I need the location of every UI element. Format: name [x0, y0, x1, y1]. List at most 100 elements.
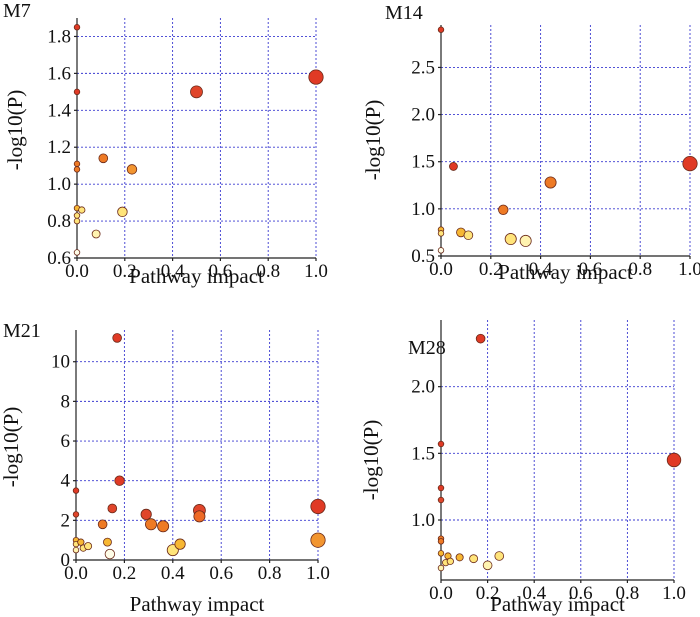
- data-point: [666, 452, 682, 468]
- x-tick-label: 0.4: [529, 259, 553, 280]
- y-axis-label: -log10(P): [3, 90, 27, 171]
- y-tick-label: 1.0: [411, 199, 435, 220]
- y-tick-label: 0.6: [47, 248, 71, 269]
- y-tick-label: 1.0: [47, 174, 71, 195]
- panel-title: M14: [385, 2, 423, 24]
- data-point: [463, 230, 474, 241]
- y-tick-label: 1.8: [47, 26, 71, 47]
- data-point: [494, 551, 505, 561]
- panel-m7: 0.0 0.2 0.4 0.6 0.8 1.0 0.6 0.8 1.0 1.2 1.4 1.6 1.8 M…: [3, 0, 328, 288]
- data-point: [145, 518, 158, 531]
- y-tick-label: 6: [61, 431, 71, 452]
- data-point: [73, 160, 81, 168]
- y-tick-label: 2.0: [411, 105, 435, 126]
- data-point: [73, 166, 81, 173]
- data-point: [308, 69, 324, 85]
- data-point: [78, 206, 86, 214]
- x-tick-label: 0.8: [258, 563, 282, 584]
- data-point: [107, 503, 118, 514]
- data-point: [104, 548, 116, 560]
- data-point: [73, 88, 81, 96]
- panel-m28: 0.0 0.2 0.4 0.6 0.8 1.0 1.0 1.5 2.0 M28 Pathway im…: [359, 320, 686, 616]
- y-tick-label: 2: [61, 510, 71, 531]
- y-tick-label: 1.5: [411, 443, 435, 464]
- data-point: [310, 532, 326, 548]
- data-point: [73, 212, 81, 219]
- y-tick-label: 1.4: [47, 100, 71, 121]
- data-point: [455, 553, 464, 562]
- y-tick-label: 1.5: [411, 152, 435, 173]
- x-tick-label: 0.0: [429, 259, 453, 280]
- data-point: [437, 26, 445, 33]
- panel-title: M28: [408, 337, 446, 359]
- data-point: [469, 554, 479, 564]
- x-tick-label: 1.0: [304, 261, 328, 282]
- x-tick-label: 0.2: [113, 261, 137, 282]
- data-point: [682, 156, 698, 172]
- data-point: [446, 557, 454, 565]
- y-axis-label: -log10(P): [0, 407, 23, 488]
- data-point: [98, 153, 109, 164]
- x-axis-label: Pathway impact: [490, 592, 625, 616]
- data-point: [437, 496, 445, 504]
- x-tick-label: 0.8: [616, 583, 640, 604]
- data-point: [77, 538, 85, 546]
- x-tick-label: 0.0: [429, 583, 453, 604]
- panel-m21: 0.0 0.2 0.4 0.6 0.8 1.0 0 2 4 6 8 10 M21 Pathway impa…: [0, 320, 330, 616]
- y-tick-label: 0.5: [411, 246, 435, 267]
- data-point: [310, 498, 326, 515]
- x-tick-label: 0.2: [476, 583, 500, 604]
- y-axis-label: -log10(P): [359, 420, 383, 501]
- x-tick-label: 0.6: [209, 563, 233, 584]
- x-tick-label: 0.4: [161, 261, 185, 282]
- x-axis-label: Pathway impact: [130, 592, 265, 616]
- data-point: [437, 230, 445, 237]
- y-tick-label: 0: [61, 550, 71, 571]
- data-point: [112, 333, 122, 343]
- data-point: [519, 234, 532, 247]
- panel-m14: 0.0 0.2 0.4 0.6 0.8 1.0 0.5 1.0 1.5 2.0 2.5 M14 Path…: [361, 2, 700, 284]
- data-point: [73, 217, 81, 225]
- x-tick-label: 0.0: [64, 563, 88, 584]
- panel-title: M21: [3, 320, 41, 342]
- y-tick-label: 1.6: [47, 63, 71, 84]
- x-tick-label: 0.4: [161, 563, 185, 584]
- y-tick-label: 0.8: [47, 211, 71, 232]
- data-point: [437, 484, 445, 492]
- data-point: [126, 164, 138, 175]
- y-axis-label: -log10(P): [361, 100, 385, 181]
- data-point: [114, 475, 125, 486]
- y-tick-label: 1.0: [411, 510, 435, 531]
- data-point: [72, 511, 80, 518]
- data-point: [544, 176, 557, 189]
- y-tick-label: 8: [61, 391, 71, 412]
- data-point: [73, 24, 81, 31]
- data-point: [437, 564, 445, 572]
- data-point: [437, 247, 445, 254]
- x-tick-label: 0.8: [256, 261, 280, 282]
- data-point: [437, 538, 445, 545]
- y-tick-label: 10: [51, 352, 70, 373]
- data-point: [103, 537, 112, 547]
- data-point: [482, 560, 493, 571]
- x-tick-label: 0.2: [113, 563, 137, 584]
- data-point: [504, 233, 517, 246]
- data-point: [72, 546, 80, 554]
- x-tick-label: 0.0: [65, 261, 89, 282]
- data-point: [157, 520, 170, 533]
- x-tick-label: 0.4: [522, 583, 546, 604]
- data-point: [140, 508, 152, 520]
- x-tick-label: 0.6: [569, 583, 593, 604]
- y-tick-label: 4: [61, 471, 71, 492]
- data-point: [437, 550, 445, 557]
- x-tick-label: 0.8: [628, 259, 652, 280]
- x-axis-label: Pathway impact: [498, 260, 633, 284]
- y-tick-label: 2.5: [411, 57, 435, 78]
- y-tick-label: 1.2: [47, 137, 71, 158]
- data-point: [117, 206, 128, 218]
- data-point: [84, 542, 93, 551]
- data-point: [449, 162, 458, 171]
- y-tick-label: 2.0: [411, 377, 435, 398]
- data-point: [174, 538, 186, 550]
- x-axis-label: Pathway impact: [129, 264, 264, 288]
